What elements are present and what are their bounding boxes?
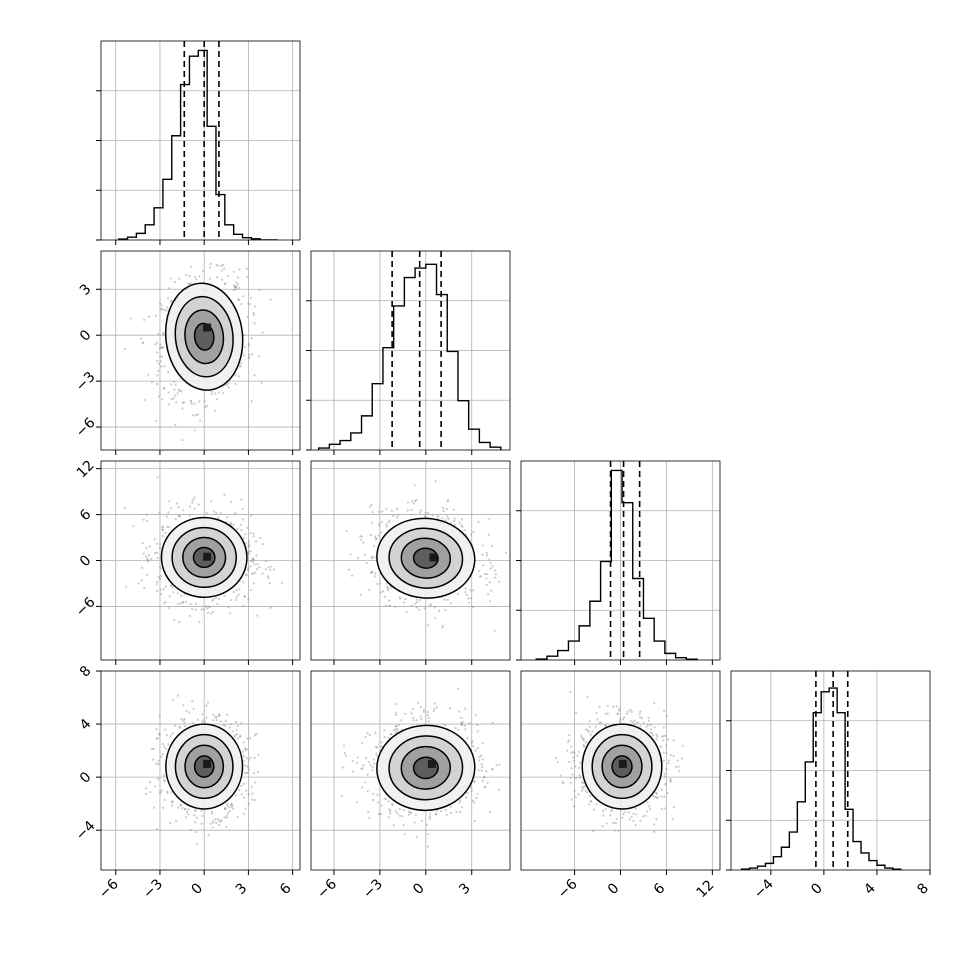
contour-level	[171, 526, 237, 589]
x-tick-label: 3	[456, 880, 474, 898]
y-tick-label: −3	[73, 369, 99, 395]
contour-level	[591, 733, 653, 800]
y-tick-label: −6	[73, 415, 99, 441]
density-peak	[203, 552, 212, 561]
x-tick-label: 3	[233, 880, 251, 898]
contour-level	[184, 744, 225, 789]
contour-level	[611, 755, 633, 778]
x-tick-label: 6	[277, 880, 295, 898]
y-tick-label: 12	[74, 457, 98, 481]
contour-level	[182, 536, 227, 579]
panel-frame	[100, 40, 301, 241]
contour-level	[184, 309, 225, 365]
density-fill	[376, 725, 475, 811]
scatter-points	[123, 476, 283, 624]
x-tick-label: −6	[96, 876, 122, 902]
density-peak	[203, 323, 212, 332]
contour-level	[164, 282, 244, 391]
panel-frame	[310, 670, 511, 871]
contour-level	[174, 733, 234, 800]
y-tick-label: 0	[77, 327, 95, 345]
x-tick-label: 12	[694, 877, 718, 901]
contour-level	[388, 527, 464, 589]
y-tick-label: 8	[77, 663, 95, 681]
panel-frame	[100, 250, 301, 451]
histogram-0	[117, 49, 278, 240]
scatter-points	[144, 694, 260, 846]
panel-1-1	[306, 250, 511, 455]
density-peak	[427, 759, 436, 768]
contour-level	[192, 546, 216, 569]
x-tick-label: 6	[651, 880, 669, 898]
x-tick-label: −3	[360, 876, 386, 902]
panel-0-0	[96, 40, 301, 245]
contour-level	[388, 735, 464, 801]
contours	[376, 724, 476, 812]
panel-frame	[310, 250, 511, 451]
x-tick-label: −3	[140, 876, 166, 902]
panel-2-2	[516, 460, 721, 665]
contour-level	[174, 295, 234, 378]
density-peak	[203, 759, 212, 768]
y-tick-label: 0	[77, 552, 95, 570]
scatter-points	[554, 690, 684, 833]
x-tick-label: −6	[555, 876, 581, 902]
x-tick-label: −6	[314, 876, 340, 902]
panel-frame	[310, 460, 511, 661]
y-tick-label: 0	[77, 769, 95, 787]
panel-1-0: 3 0 −3 −6	[73, 250, 301, 455]
density-fill	[376, 518, 475, 599]
x-tick-label: 8	[914, 880, 932, 898]
panel-3-1: −6 −3 0 3	[310, 670, 511, 902]
x-tick-label: −4	[751, 876, 777, 902]
y-tick-label: −6	[73, 594, 99, 620]
contours	[164, 282, 244, 391]
contour-level	[412, 547, 439, 569]
density-fill	[165, 283, 243, 391]
contour-level	[160, 516, 248, 598]
contour-level	[376, 724, 476, 812]
contour-level	[193, 755, 215, 778]
contour-level	[581, 723, 663, 810]
panel-2-1	[310, 460, 511, 665]
panel-3-3: −4 0 4 8	[726, 670, 932, 902]
contours	[376, 517, 476, 599]
scatter-points	[345, 480, 508, 632]
x-tick-label: 0	[605, 880, 623, 898]
density-peak	[429, 553, 438, 562]
contour-level	[376, 517, 476, 599]
contours	[165, 723, 244, 810]
panel-3-0: 8 4 0 −4 −6 −3 0 3 6	[73, 663, 301, 902]
histogram-3	[740, 687, 902, 870]
y-tick-label: 6	[77, 506, 95, 524]
scatter-points	[340, 687, 501, 848]
x-tick-label: 4	[861, 880, 879, 898]
panel-2-0: 12 6 0 −6	[73, 457, 301, 665]
density-peak	[618, 759, 627, 768]
panel-frame	[100, 460, 301, 661]
contour-level	[400, 745, 452, 790]
contours	[581, 723, 663, 810]
histogram-2	[535, 469, 698, 660]
contour-level	[165, 723, 244, 810]
contour-level	[412, 756, 439, 780]
x-tick-label: 0	[189, 880, 207, 898]
contour-level	[601, 744, 643, 789]
y-tick-label: 4	[77, 716, 95, 734]
histogram-1	[317, 263, 502, 450]
contour-level	[400, 537, 452, 579]
panel-frame	[730, 670, 931, 871]
y-tick-label: 3	[77, 281, 95, 299]
panel-3-2: −6 0 6 12	[520, 670, 721, 902]
x-tick-label: 0	[808, 880, 826, 898]
contours	[160, 516, 248, 598]
panel-frame	[100, 670, 301, 871]
contour-level	[193, 322, 215, 351]
y-tick-label: −4	[73, 818, 99, 844]
x-tick-label: 0	[410, 880, 428, 898]
